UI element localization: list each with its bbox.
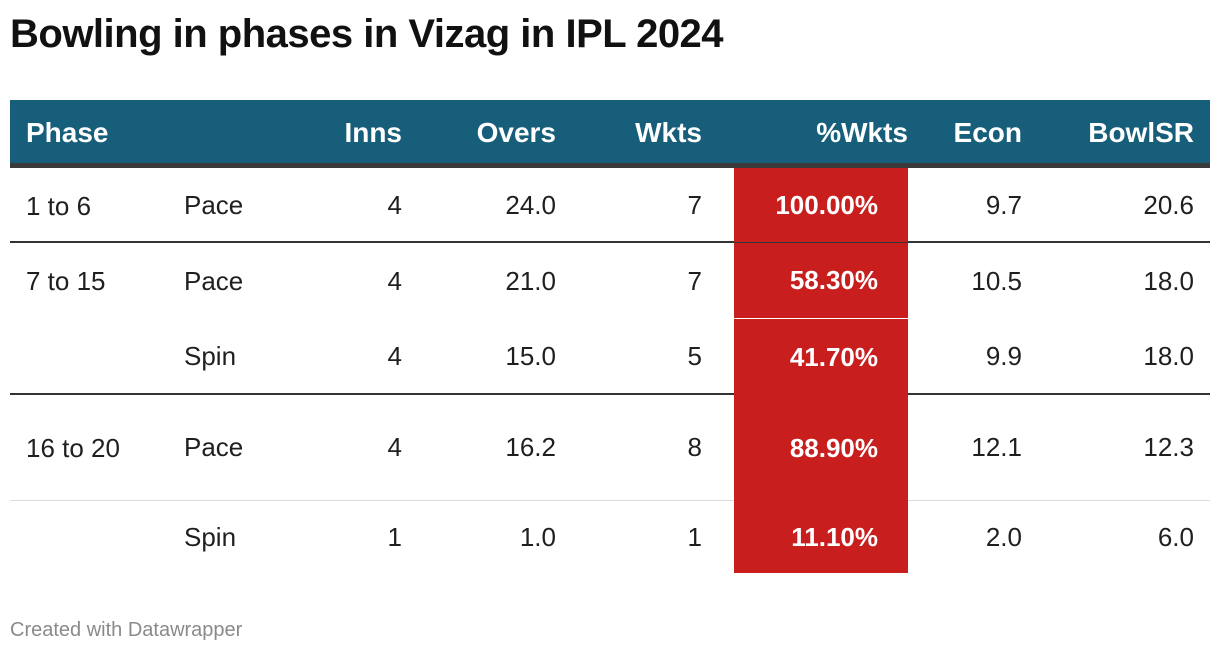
cell-bowl-sr: 12.3 xyxy=(1143,432,1194,462)
table-header: Phase Inns Overs Wkts %Wkts Econ BowlSR xyxy=(10,100,1210,168)
cell-inns: 4 xyxy=(387,432,402,462)
cell-pct-wkts: 58.30% xyxy=(734,243,908,318)
table-row: 1 to 6 Pace 4 24.0 7 100.00% 9.7 20.6 xyxy=(10,168,1210,243)
cell-inns: 1 xyxy=(387,521,402,552)
cell-econ: 9.9 xyxy=(985,340,1022,371)
header-bowl-sr: BowlSR xyxy=(1088,117,1194,148)
cell-type: Pace xyxy=(184,432,244,462)
header-overs: Overs xyxy=(476,117,556,148)
cell-overs: 16.2 xyxy=(505,432,556,462)
chart-title: Bowling in phases in Vizag in IPL 2024 xyxy=(10,12,724,56)
cell-econ: 12.1 xyxy=(971,432,1022,462)
cell-econ: 2.0 xyxy=(985,521,1022,552)
cell-overs: 24.0 xyxy=(505,190,556,220)
cell-type: Pace xyxy=(184,265,244,296)
cell-type: Pace xyxy=(184,190,244,220)
cell-pct-wkts: 100.00% xyxy=(734,168,908,242)
cell-type: Spin xyxy=(184,521,237,552)
data-table: Phase Inns Overs Wkts %Wkts Econ BowlSR … xyxy=(10,100,1210,573)
cell-overs: 21.0 xyxy=(505,265,556,296)
table-row: 7 to 15 Pace 4 21.0 7 58.30% 10.5 18.0 xyxy=(10,243,1210,319)
cell-bowl-sr: 20.6 xyxy=(1143,190,1194,220)
cell-wkts: 7 xyxy=(687,265,702,296)
cell-inns: 4 xyxy=(387,340,402,371)
cell-overs: 1.0 xyxy=(519,521,556,552)
cell-bowl-sr: 18.0 xyxy=(1143,340,1194,371)
cell-wkts: 7 xyxy=(687,190,702,220)
cell-phase xyxy=(26,319,176,393)
header-wkts: Wkts xyxy=(635,117,702,148)
cell-pct-wkts: 41.70% xyxy=(734,319,908,395)
table-row: Spin 4 15.0 5 41.70% 9.9 18.0 xyxy=(10,319,1210,395)
cell-phase xyxy=(26,501,176,573)
cell-phase: 7 to 15 xyxy=(26,266,106,296)
cell-overs: 15.0 xyxy=(505,340,556,371)
table-row: 16 to 20 Pace 4 16.2 8 88.90% 12.1 12.3 xyxy=(10,395,1210,501)
header-econ: Econ xyxy=(953,117,1022,148)
cell-econ: 9.7 xyxy=(985,190,1022,220)
cell-pct-wkts: 88.90% xyxy=(734,395,908,501)
cell-inns: 4 xyxy=(387,265,402,296)
cell-phase: 1 to 6 xyxy=(26,190,92,221)
cell-inns: 4 xyxy=(387,190,402,220)
header-phase: Phase xyxy=(26,117,109,148)
cell-phase: 16 to 20 xyxy=(26,432,120,463)
footer-credit: Created with Datawrapper xyxy=(10,619,243,641)
cell-type: Spin xyxy=(184,340,237,371)
cell-wkts: 8 xyxy=(687,432,702,462)
cell-econ: 10.5 xyxy=(971,265,1022,296)
cell-bowl-sr: 18.0 xyxy=(1143,265,1194,296)
header-type xyxy=(184,100,324,168)
table-row: Spin 1 1.0 1 11.10% 2.0 6.0 xyxy=(10,501,1210,573)
cell-pct-wkts: 11.10% xyxy=(734,501,908,573)
cell-bowl-sr: 6.0 xyxy=(1157,521,1194,552)
cell-wkts: 1 xyxy=(687,521,702,552)
header-pct-wkts: %Wkts xyxy=(816,117,908,148)
header-inns: Inns xyxy=(344,117,402,148)
cell-wkts: 5 xyxy=(687,340,702,371)
